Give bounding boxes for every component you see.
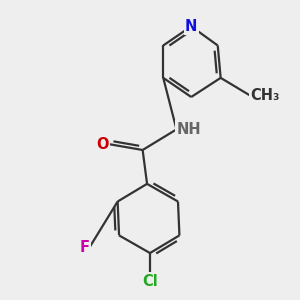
Text: Cl: Cl	[142, 274, 158, 289]
Text: CH₃: CH₃	[250, 88, 280, 103]
Text: N: N	[185, 19, 197, 34]
Text: NH: NH	[176, 122, 201, 137]
Text: O: O	[96, 136, 109, 152]
Text: F: F	[80, 240, 90, 255]
